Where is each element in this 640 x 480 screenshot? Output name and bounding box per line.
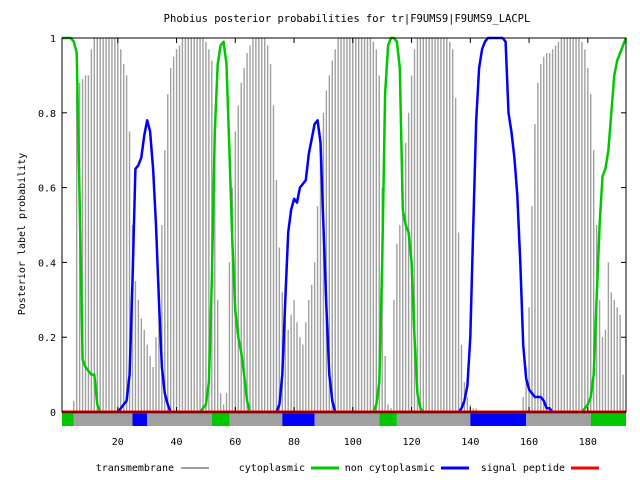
x-tick-label: 20 xyxy=(112,437,124,448)
x-tick-label: 140 xyxy=(461,437,479,448)
topology-segment xyxy=(73,413,133,426)
topology-segment xyxy=(314,413,380,426)
y-tick-label: 0.6 xyxy=(38,184,56,195)
topology-bar xyxy=(62,413,626,426)
y-tick-label: 0.4 xyxy=(38,258,56,269)
y-tick-label: 0 xyxy=(50,408,56,419)
topology-segment xyxy=(132,413,148,426)
transmembrane-impulses xyxy=(73,38,624,412)
topology-segment xyxy=(147,413,212,426)
y-axis-label: Posterior label probability xyxy=(17,153,28,316)
y-tick-label: 1 xyxy=(50,34,56,45)
topology-segment xyxy=(590,413,626,426)
topology-segment xyxy=(396,413,471,426)
topology-segment xyxy=(379,413,397,426)
legend-label: non cytoplasmic xyxy=(345,463,435,474)
legend-label: signal peptide xyxy=(481,463,565,474)
non-cytoplasmic-series-line xyxy=(62,36,626,414)
topology-segment xyxy=(470,413,527,426)
topology-segment xyxy=(62,413,74,426)
chart-title: Phobius posterior probabilities for tr|F… xyxy=(164,13,531,25)
x-tick-label: 100 xyxy=(344,437,362,448)
x-tick-label: 80 xyxy=(288,437,300,448)
topology-segment xyxy=(229,413,283,426)
legend-label: cytoplasmic xyxy=(239,463,305,474)
topology-segment xyxy=(526,413,591,426)
x-tick-label: 40 xyxy=(171,437,183,448)
y-tick-label: 0.2 xyxy=(38,333,56,344)
y-tick-label: 0.8 xyxy=(38,109,56,120)
legend: transmembrane cytoplasmic non cytoplasmic s… xyxy=(96,463,599,474)
topology-segment xyxy=(211,413,230,426)
x-tick-label: 160 xyxy=(520,437,538,448)
topology-segment xyxy=(282,413,315,426)
x-tick-label: 180 xyxy=(579,437,597,448)
x-tick-label: 120 xyxy=(403,437,421,448)
plot-frame xyxy=(61,37,627,413)
legend-label: transmembrane xyxy=(96,463,174,474)
x-tick-label: 60 xyxy=(229,437,241,448)
